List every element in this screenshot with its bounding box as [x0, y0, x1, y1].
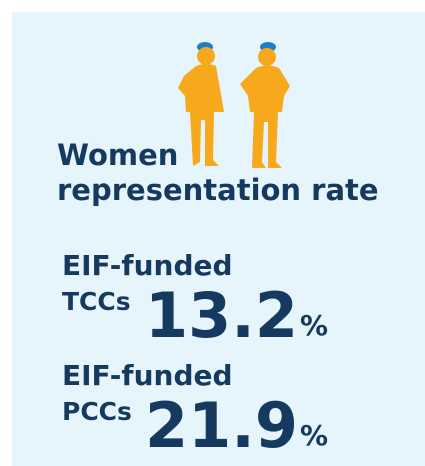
stat-unit: % [300, 309, 328, 342]
stat-unit: % [300, 419, 328, 452]
stat-value: 13.2 [145, 279, 298, 352]
stat-label: TCCs [62, 287, 131, 316]
peacekeeper-figures [178, 42, 290, 168]
title-line: Women [57, 138, 178, 172]
figure-left [178, 42, 224, 166]
stat-label: EIF-funded [62, 249, 233, 282]
stat-label: PCCs [62, 397, 132, 426]
stat-label: EIF-funded [62, 359, 233, 392]
title-line: representation rate [57, 173, 379, 207]
stat-pcc: EIF-funded PCCs 21.9 % [62, 359, 328, 462]
figure-right [240, 42, 290, 168]
stat-tcc: EIF-funded TCCs 13.2 % [62, 249, 328, 352]
stat-value: 21.9 [145, 389, 298, 462]
